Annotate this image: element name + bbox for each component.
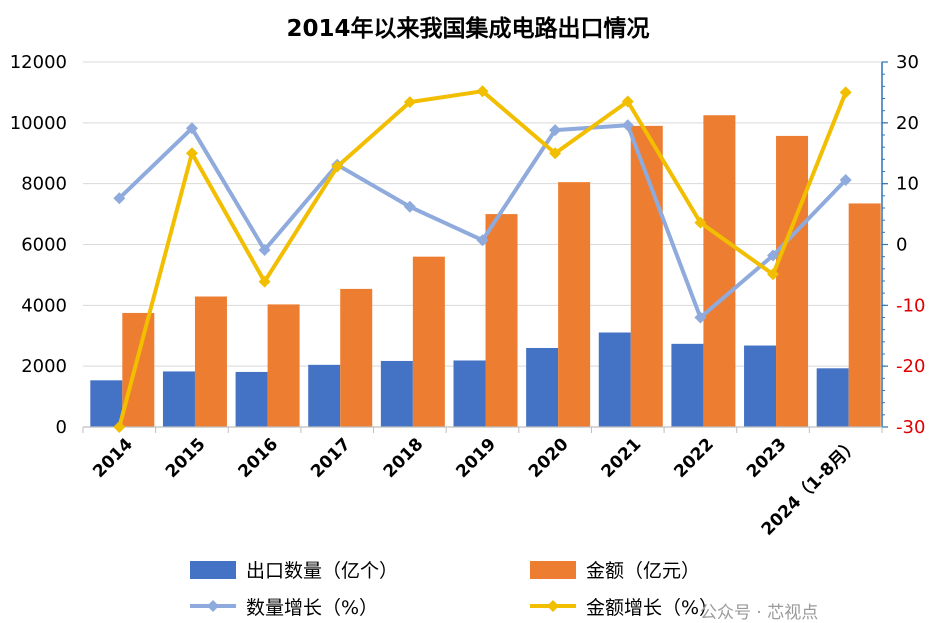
y-right-tick-label: -20	[896, 356, 925, 377]
legend: 出口数量（亿个） 金额（亿元） 数量增长（%） 金额增长（%）	[190, 560, 718, 619]
legend-marker	[547, 600, 559, 612]
y-left-tick-label: 8000	[21, 174, 67, 195]
x-tick-label: 2016	[235, 434, 283, 482]
y-right-tick-label: 20	[896, 113, 919, 134]
legend-label: 金额增长（%）	[586, 597, 718, 619]
legend-label: 金额（亿元）	[586, 560, 700, 582]
y-left-tick-label: 4000	[21, 295, 67, 316]
bar-quantity	[162, 371, 195, 427]
point-amount-growth	[185, 147, 198, 160]
watermark: 公众号 · 芯视点	[700, 603, 818, 623]
y-left-tick-label: 10000	[10, 113, 67, 134]
bar-amount	[558, 182, 591, 427]
point-quantity-growth	[258, 243, 271, 256]
bar-amount	[412, 256, 445, 427]
bar-amount	[703, 115, 736, 428]
point-amount-growth	[258, 275, 271, 288]
point-amount-growth	[113, 421, 126, 433]
bar-amount	[267, 304, 300, 427]
point-amount-growth	[476, 85, 489, 98]
x-tick-label: 2020	[525, 434, 573, 482]
bar-quantity	[816, 368, 849, 427]
point-amount-growth	[549, 147, 562, 160]
point-amount-growth	[839, 86, 852, 99]
bar-quantity	[308, 364, 341, 427]
bar-amount	[194, 296, 227, 427]
y-left-tick-label: 12000	[10, 52, 67, 73]
bar-amount	[340, 288, 373, 427]
y-left-tick-label: 2000	[21, 356, 67, 377]
x-tick-label: 2018	[380, 434, 428, 482]
point-quantity-growth	[403, 200, 416, 213]
point-quantity-growth	[839, 174, 852, 187]
bar-quantity	[453, 360, 486, 427]
point-quantity-growth	[185, 122, 198, 135]
x-tick-label: 2022	[670, 434, 718, 482]
point-quantity-growth	[549, 124, 562, 137]
y-right-tick-label: -30	[896, 417, 925, 438]
x-tick-label: 2023	[743, 434, 791, 482]
point-quantity-growth	[621, 119, 634, 132]
legend-swatch	[530, 561, 576, 579]
bar-quantity	[380, 360, 413, 427]
legend-swatch	[190, 561, 236, 579]
bar-amount	[848, 203, 881, 427]
bar-quantity	[744, 345, 777, 427]
point-quantity-growth	[767, 249, 780, 262]
point-quantity-growth	[694, 311, 707, 324]
point-amount-growth	[621, 95, 634, 108]
bar-quantity	[526, 347, 559, 427]
bar-quantity	[671, 343, 704, 427]
y-right-tick-label: -10	[896, 295, 925, 316]
bar-quantity	[598, 332, 631, 427]
point-amount-growth	[694, 216, 707, 229]
chart-title: 2014年以来我国集成电路出口情况	[286, 15, 649, 42]
y-right-tick-label: 30	[896, 52, 919, 73]
point-amount-growth	[767, 268, 780, 281]
y-right-tick-label: 10	[896, 174, 919, 195]
axes	[82, 61, 888, 433]
y-axis-left-ticks: 0 2000 4000 6000 8000 10000 12000	[10, 52, 67, 438]
bars	[90, 115, 881, 428]
point-quantity-growth	[476, 234, 489, 247]
x-tick-label: 2019	[452, 434, 500, 482]
x-axis-ticks: 2014 2015 2016 2017 2018 2019 2020 2021 2022 2023…	[89, 434, 863, 540]
legend-label: 出口数量（亿个）	[246, 560, 398, 582]
point-amount-growth	[331, 160, 344, 173]
point-amount-growth	[403, 96, 416, 109]
legend-label: 数量增长（%）	[246, 597, 378, 619]
x-tick-label: 2021	[598, 434, 646, 482]
bar-quantity	[90, 380, 123, 427]
bar-amount	[485, 214, 518, 427]
y-left-tick-label: 6000	[21, 235, 67, 256]
bar-quantity	[235, 371, 268, 427]
y-axis-right-ticks: -30 -20 -10 0 10 20 30	[896, 52, 925, 438]
y-right-tick-label: 0	[896, 235, 907, 256]
legend-marker	[207, 600, 219, 612]
bar-amount	[776, 135, 809, 427]
x-tick-label: 2014	[89, 434, 137, 482]
x-tick-label: 2017	[307, 434, 355, 482]
bar-amount	[122, 312, 155, 427]
lines	[113, 85, 852, 433]
y-left-tick-label: 0	[56, 417, 67, 438]
x-tick-label: 2015	[162, 434, 210, 482]
point-quantity-growth	[113, 192, 126, 205]
